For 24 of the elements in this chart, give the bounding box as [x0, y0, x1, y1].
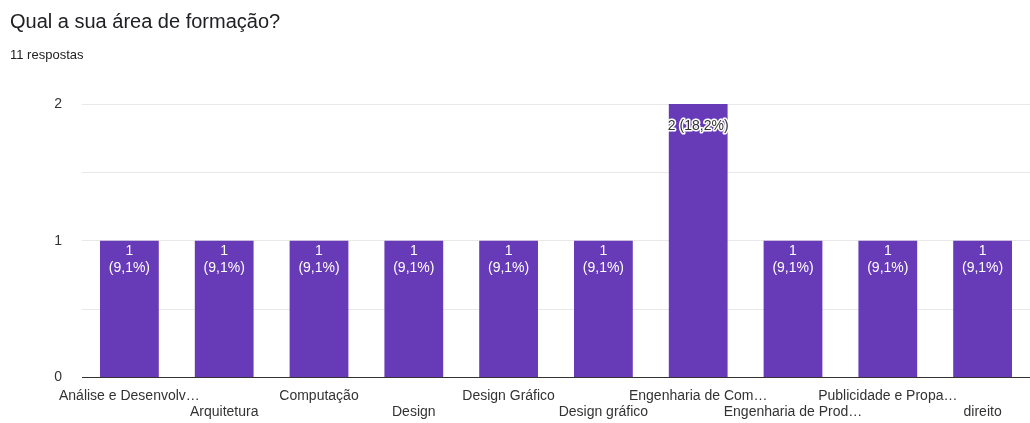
y-tick-label: 1 — [54, 231, 63, 248]
x-tick-label: Design Gráfico — [462, 386, 556, 403]
x-tick-label: Design — [392, 403, 436, 420]
data-label: 1 (9,1%) — [772, 241, 814, 275]
data-label: 1 (9,1%) — [867, 241, 909, 275]
data-label: 1 (9,1%) — [961, 241, 1004, 275]
x-tick-label: direito — [963, 403, 1002, 420]
data-label: 1 (9,1%) — [487, 241, 530, 275]
x-tick-label: Computação — [279, 386, 359, 403]
x-tick-label: Publicidade e Propa… — [818, 386, 958, 403]
x-tick-label: Engenharia de Com… — [628, 386, 768, 403]
y-tick-label: 0 — [54, 368, 63, 385]
x-tick-label: Análise e Desenvolv… — [58, 386, 200, 403]
y-tick-label: 2 — [54, 94, 63, 111]
chart-title: Qual a sua área de formação? — [10, 10, 281, 33]
x-tick-label: Arquitetura — [189, 403, 259, 420]
data-label: 1 (9,1%) — [393, 241, 435, 275]
data-label: 1 (9,1%) — [582, 241, 625, 275]
x-tick-label: Engenharia de Prod… — [723, 403, 863, 420]
data-label: 1 (9,1%) — [108, 241, 151, 275]
x-tick-label: Design gráfico — [558, 403, 649, 420]
data-label: 1 (9,1%) — [298, 241, 340, 275]
data-label: 1 (9,1%) — [203, 241, 245, 275]
chart-subtitle: 11 respostas — [10, 47, 84, 62]
